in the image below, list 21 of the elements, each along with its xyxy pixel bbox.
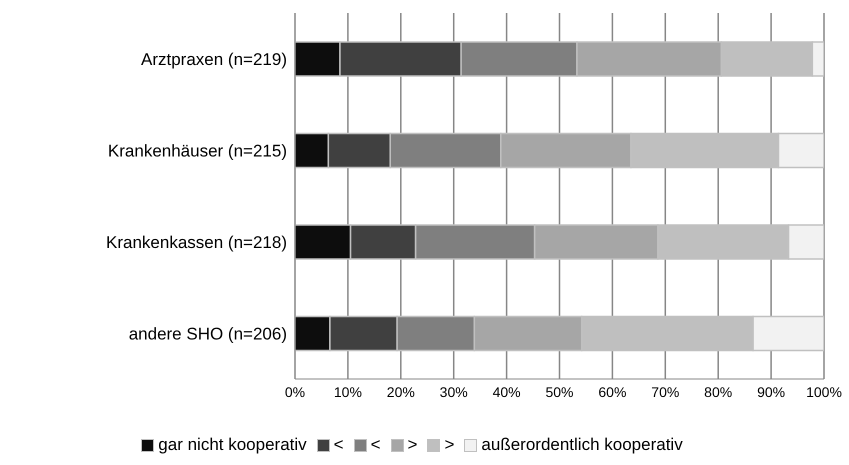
y-tick-label: andere SHO (n=206) <box>128 324 287 344</box>
y-tick-label: Krankenhäuser (n=215) <box>108 141 287 160</box>
x-tick-label: 10% <box>334 384 362 400</box>
legend-label: > <box>408 435 418 455</box>
x-tick-label: 30% <box>440 384 468 400</box>
x-tick-label: 90% <box>757 384 786 400</box>
x-tick-label: 0% <box>284 384 306 400</box>
legend-label: außerordentlich kooperativ <box>481 435 683 455</box>
y-tick-label: Arztpraxen (n=219) <box>141 50 287 69</box>
x-tick-label: 80% <box>704 384 732 400</box>
legend-label: > <box>444 435 454 455</box>
x-tick-label: 100% <box>806 384 842 400</box>
x-tick-label: 40% <box>492 384 521 400</box>
legend-label: gar nicht kooperativ <box>158 435 307 455</box>
x-tick-label: 60% <box>598 384 626 400</box>
x-tick-label: 70% <box>651 384 680 400</box>
x-tick-label: 20% <box>386 384 415 400</box>
y-tick-label: Krankenkassen (n=218) <box>106 232 287 252</box>
legend-label: < <box>334 435 344 455</box>
x-tick-label: 50% <box>545 384 574 400</box>
legend-label: < <box>370 435 381 455</box>
